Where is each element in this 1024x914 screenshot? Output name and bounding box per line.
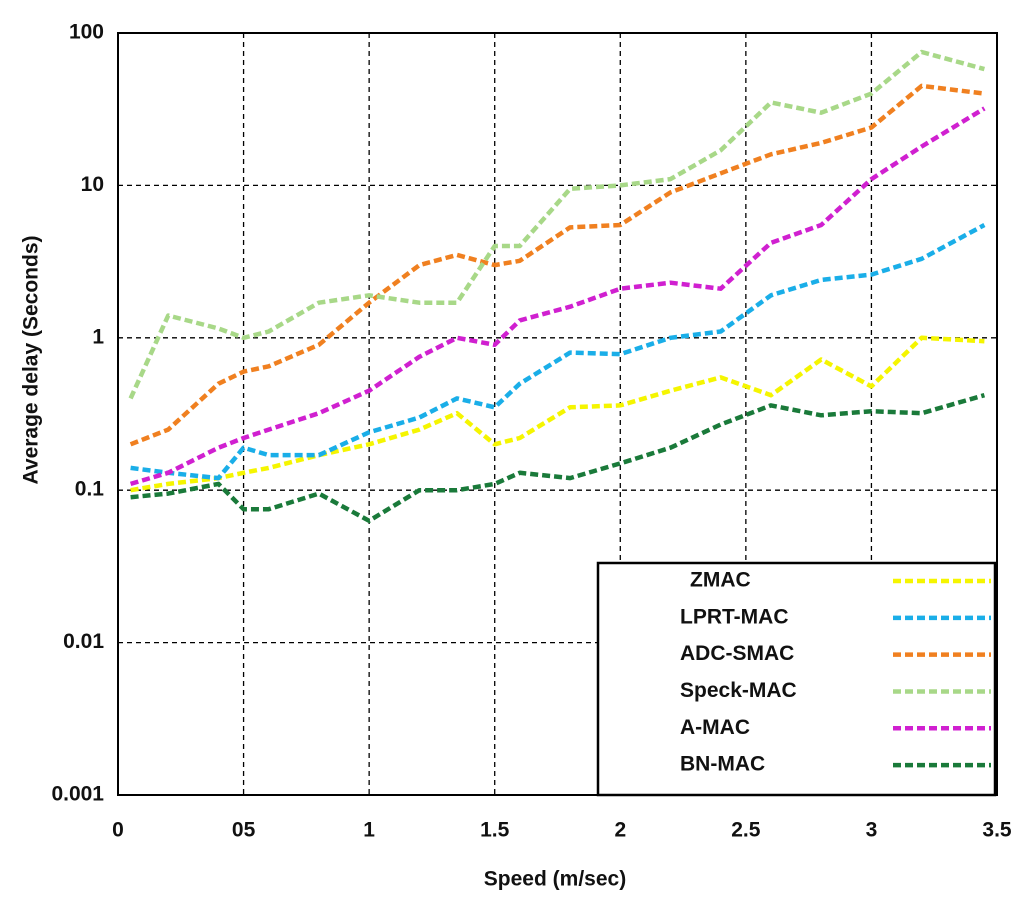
series-line [129, 83, 985, 447]
x-tick-label: 2.5 [731, 819, 761, 842]
legend-label: ADC-SMAC [680, 642, 794, 665]
plot-frame [117, 32, 998, 796]
y-tick-label: 0.01 [63, 630, 104, 653]
y-tick-label: 10 [81, 173, 104, 196]
x-axis-label: Speed (m/sec) [484, 868, 626, 891]
x-tick-label: 1 [363, 819, 375, 842]
x-tick-label: 0 [112, 819, 124, 842]
legend-label: ZMAC [690, 569, 751, 592]
series-line [130, 223, 986, 481]
series-line [128, 49, 985, 400]
legend-box [596, 561, 997, 797]
y-tick-label: 0.001 [51, 783, 104, 806]
y-axis-label: Average delay (Seconds) [20, 236, 43, 485]
x-tick-label: 05 [232, 819, 256, 842]
y-tick-label: 0.1 [75, 478, 105, 501]
y-tick-label: 1 [92, 325, 104, 348]
x-tick-label: 1.5 [480, 819, 510, 842]
x-tick-label: 2 [614, 819, 626, 842]
series-line [130, 335, 985, 493]
legend-label: BN-MAC [680, 753, 765, 776]
y-tick-label: 100 [69, 21, 104, 44]
x-tick-label: 3.5 [982, 819, 1012, 842]
legend-label: LPRT-MAC [680, 605, 789, 628]
x-tick-label: 3 [866, 819, 878, 842]
series-line [129, 106, 986, 487]
legend-label: Speck-MAC [680, 679, 797, 702]
legend-label: A-MAC [680, 716, 750, 739]
